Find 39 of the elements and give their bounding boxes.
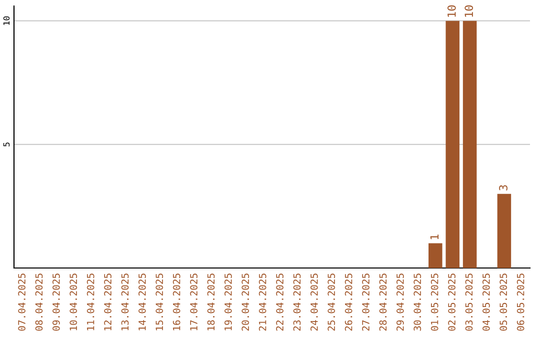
bar xyxy=(446,20,460,268)
x-tick-label: 11.04.2025 xyxy=(86,274,94,330)
x-tick-label: 15.04.2025 xyxy=(156,274,164,330)
x-tick-label: 17.04.2025 xyxy=(190,274,198,330)
x-tick-label: 29.04.2025 xyxy=(396,274,404,331)
bar xyxy=(497,194,512,268)
x-tick-label: 07.04.2025 xyxy=(18,274,26,331)
bar xyxy=(462,20,477,268)
data-label: 1 xyxy=(430,234,438,240)
x-tick-label: 26.04.2025 xyxy=(344,274,352,331)
x-tick-label: 21.04.2025 xyxy=(258,274,266,331)
x-tick-label: 01.05.2025 xyxy=(430,274,438,331)
x-tick-label: 06.05.2025 xyxy=(516,274,524,331)
x-tick-label: 19.04.2025 xyxy=(224,274,232,330)
x-tick-label: 10.04.2025 xyxy=(70,274,78,330)
x-tick-label: 22.04.2025 xyxy=(276,274,284,331)
x-tick-label: 14.04.2025 xyxy=(138,274,146,330)
x-tick-label: 12.04.2025 xyxy=(104,274,112,330)
x-tick-label: 16.04.2025 xyxy=(172,274,180,330)
x-tick-label: 18.04.2025 xyxy=(207,274,215,330)
x-tick-label: 24.04.2025 xyxy=(310,274,318,331)
bar xyxy=(428,243,442,268)
x-tick-label: 02.05.2025 xyxy=(448,274,456,331)
x-tick-label: 05.05.2025 xyxy=(500,274,508,331)
data-label: 10 xyxy=(464,5,474,17)
x-tick-label: 08.04.2025 xyxy=(35,274,43,331)
data-label: 3 xyxy=(499,185,508,190)
x-tick-label: 13.04.2025 xyxy=(121,274,129,330)
data-label: 10 xyxy=(447,5,456,17)
y-tick-label: 5 xyxy=(3,142,10,146)
x-tick-label: 27.04.2025 xyxy=(362,274,370,331)
x-tick-label: 03.05.2025 xyxy=(465,274,473,331)
x-tick-label: 20.04.2025 xyxy=(242,274,250,331)
x-tick-label: 25.04.2025 xyxy=(328,274,336,331)
x-tick-label: 30.04.2025 xyxy=(414,274,422,331)
x-tick-label: 04.05.2025 xyxy=(482,274,490,331)
x-tick-label: 09.04.2025 xyxy=(52,274,60,331)
x-tick-label: 28.04.2025 xyxy=(379,274,387,331)
x-tick-label: 23.04.2025 xyxy=(293,274,301,331)
